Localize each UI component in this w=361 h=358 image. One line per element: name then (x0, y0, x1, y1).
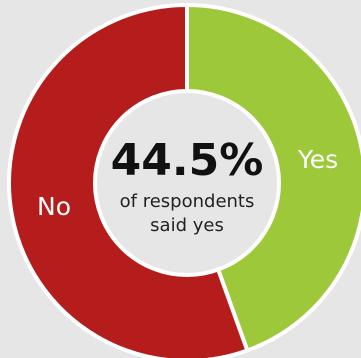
center-hole (93, 89, 281, 277)
center-caption-line1: of respondents (120, 191, 255, 212)
center-percentage: 44.5% (111, 135, 264, 186)
center-caption-line2: said yes (150, 215, 224, 236)
slice-label-yes: Yes (297, 145, 338, 174)
slice-label-no: No (37, 192, 71, 221)
